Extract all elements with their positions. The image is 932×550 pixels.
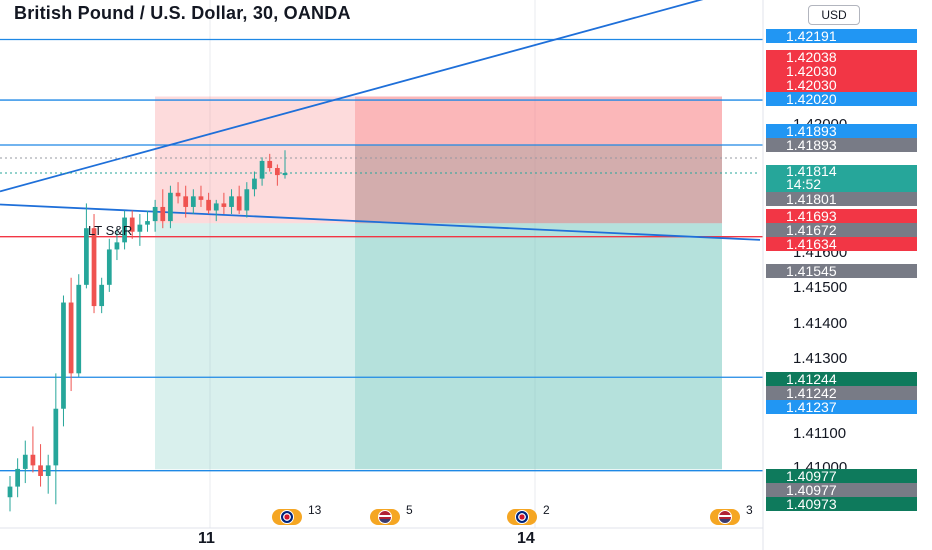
bar-countdown: 14:52 — [786, 176, 822, 192]
price-badge: 1.41242 — [766, 386, 917, 400]
candle-body — [282, 172, 288, 176]
economic-event-us[interactable]: 3 — [710, 503, 753, 525]
price-badge: 1.41801 — [766, 192, 917, 206]
time-label: 14 — [517, 530, 535, 547]
current-pnl-zone — [355, 145, 722, 224]
trend-line — [0, 203, 761, 241]
horizontal-lines[interactable] — [0, 38, 763, 472]
candle-body — [61, 302, 66, 409]
candle-body — [15, 468, 21, 487]
price-badge: 1.41634 — [766, 237, 917, 251]
candle-body — [106, 249, 112, 285]
price-tick: 1.41400 — [793, 315, 848, 332]
candle-body — [99, 284, 105, 307]
position-zones[interactable] — [155, 96, 722, 470]
price-badge: 1.41244 — [766, 372, 917, 386]
price-badge: 1.42030 — [766, 64, 917, 78]
candle-body — [114, 242, 120, 250]
price-badge: 1.41672 — [766, 223, 917, 237]
candle-body — [152, 206, 158, 222]
candle-body — [221, 203, 227, 207]
uk-flag-icon — [515, 510, 529, 524]
candle-body — [145, 221, 150, 225]
event-count: 2 — [543, 503, 550, 517]
candle-body — [84, 228, 89, 285]
economic-event-us[interactable]: 5 — [370, 503, 413, 525]
lt-sr-indicator-label[interactable]: LT S&R — [88, 223, 133, 238]
candle-body — [236, 196, 242, 211]
economic-event-uk[interactable]: 13 — [272, 503, 321, 525]
price-badge: 1.41237 — [766, 400, 917, 414]
event-count: 3 — [746, 503, 753, 517]
price-tick: 1.41100 — [793, 425, 847, 442]
price-badge: 1.41893 — [766, 138, 917, 152]
candle-body — [53, 408, 59, 466]
candle-body — [38, 465, 43, 476]
time-label: 11 — [198, 530, 215, 547]
candle-body — [198, 196, 204, 200]
chart-title: British Pound / U.S. Dollar, 30, OANDA — [14, 3, 351, 23]
candle-body — [137, 224, 143, 232]
event-count: 13 — [308, 503, 322, 517]
candle-body — [160, 206, 166, 222]
price-badge: 1.40973 — [766, 497, 917, 511]
candlestick-series[interactable] — [7, 150, 288, 512]
candle-body — [267, 160, 273, 169]
us-flag-icon — [378, 510, 392, 524]
price-tick: 1.41500 — [793, 279, 848, 296]
stop-loss-zone — [355, 96, 722, 224]
candle-body — [129, 217, 135, 232]
last-price-badge: 1.41814 14:52 — [766, 163, 917, 193]
take-profit-zone — [355, 223, 722, 470]
stop-loss-zone — [155, 96, 355, 224]
candle-body — [259, 160, 265, 179]
candle-body — [68, 302, 74, 374]
last-price-value: 1.41814 — [786, 163, 837, 179]
us-flag-icon — [718, 510, 732, 524]
event-count: 5 — [406, 503, 413, 517]
candle-body — [45, 465, 51, 476]
candle-body — [30, 454, 36, 466]
trend-line — [0, 0, 704, 193]
candle-body — [229, 196, 234, 207]
price-badge: 1.42030 — [766, 78, 917, 92]
price-badge: 1.40977 — [766, 483, 917, 497]
candle-body — [122, 217, 127, 243]
candle-body — [183, 196, 189, 207]
uk-flag-icon — [280, 510, 294, 524]
price-badge: 1.41893 — [766, 124, 917, 138]
trend-lines[interactable] — [0, 0, 761, 241]
candle-body — [206, 199, 211, 211]
price-badge: 1.41545 — [766, 264, 917, 278]
price-badge: 1.42191 — [766, 29, 917, 43]
candle-body — [190, 196, 196, 207]
price-tick: 1.41300 — [793, 350, 848, 367]
candle-body — [274, 168, 280, 176]
candle-body — [175, 192, 181, 197]
candle-body — [252, 178, 257, 190]
candle-body — [213, 203, 219, 211]
candle-body — [76, 284, 82, 374]
candle-body — [91, 228, 97, 307]
price-badge: 1.40977 — [766, 469, 917, 483]
candle-body — [22, 454, 28, 469]
price-badge: 1.41693 — [766, 209, 917, 223]
price-badge: 1.42020 — [766, 92, 917, 106]
economic-event-uk[interactable]: 2 — [507, 503, 550, 525]
candle-body — [7, 486, 13, 498]
candle-body — [244, 189, 250, 211]
candle-body — [168, 192, 173, 222]
currency-button[interactable]: USD — [808, 5, 860, 25]
price-badge: 1.42038 — [766, 50, 917, 64]
take-profit-zone — [155, 223, 355, 470]
